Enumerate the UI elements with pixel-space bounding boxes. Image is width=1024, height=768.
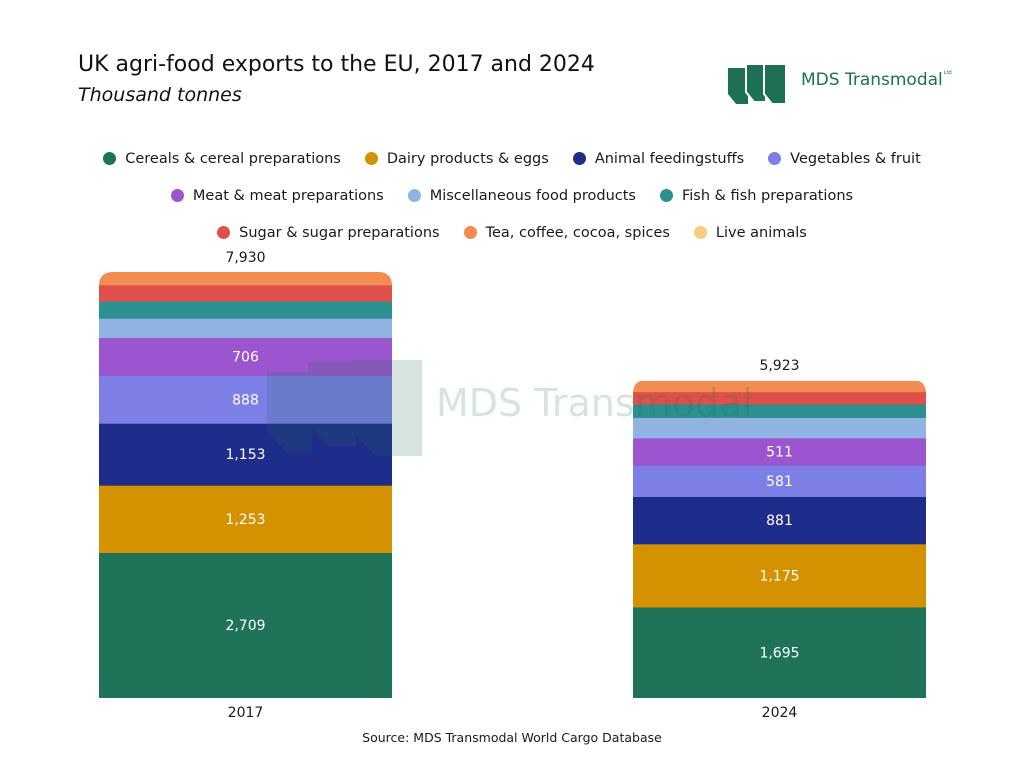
legend-label: Dairy products & eggs (386, 150, 549, 167)
legend-item: Meat & meat preparations (170, 187, 384, 204)
legend-item: Tea, coffee, cocoa, spices (463, 224, 670, 241)
bar-segment (99, 284, 392, 302)
chart-title: UK agri-food exports to the EU, 2017 and… (78, 52, 595, 77)
legend-label: Cereals & cereal preparations (125, 150, 341, 167)
data-label: 706 (232, 350, 259, 366)
logo-mark-icon (728, 63, 787, 105)
bar-segment (633, 543, 926, 608)
watermark: MDS TransmodalLtd (267, 360, 753, 456)
data-label: 1,175 (759, 568, 799, 584)
legend-label: Live animals (715, 224, 807, 241)
data-label: 881 (766, 513, 793, 529)
legend-item: Fish & fish preparations (659, 187, 854, 204)
bar-segment (633, 403, 926, 418)
legend-swatch (463, 226, 477, 239)
data-label: 511 (766, 445, 793, 461)
legend-label: Sugar & sugar preparations (239, 224, 440, 241)
bar-segment (99, 375, 392, 424)
legend-swatch (659, 189, 673, 202)
bar-segment (99, 552, 392, 698)
legend-label: Fish & fish preparations (681, 187, 854, 204)
logo-text: MDS TransmodalLtd (801, 70, 952, 90)
data-label: 1,695 (759, 645, 799, 661)
legend-row: Meat & meat preparations Miscellaneous fo… (0, 177, 1024, 214)
legend-item: Live animals (693, 224, 807, 241)
legend-row: Sugar & sugar preparations Tea, coffee, c… (0, 214, 1024, 251)
source-note: Source: MDS Transmodal World Cargo Datab… (362, 730, 662, 745)
legend-label: Tea, coffee, cocoa, spices (485, 224, 670, 241)
bar-segment (99, 301, 392, 319)
bar-segment (99, 272, 392, 286)
watermark-text: MDS Transmodal (436, 381, 753, 425)
legend-label: Animal feedingstuffs (594, 150, 745, 167)
legend-swatch (693, 226, 707, 239)
watermark-shape (352, 360, 422, 456)
legend-item: Animal feedingstuffs (572, 150, 745, 167)
watermark-suffix: Ltd (738, 391, 752, 401)
legend-item: Cereals & cereal preparations (103, 151, 341, 167)
legend-row: Cereals & cereal preparations Dairy produ… (0, 140, 1024, 177)
total-label: 5,923 (759, 358, 799, 374)
bar-segment (633, 380, 926, 393)
total-label: 7,930 (225, 250, 265, 266)
bar-segment (633, 496, 926, 545)
legend-swatch (768, 152, 782, 165)
data-label: 888 (232, 392, 259, 408)
legend-swatch (572, 152, 586, 165)
data-label: 581 (766, 474, 793, 490)
x-tick-label: 2017 (228, 705, 264, 721)
legend-swatch (217, 226, 231, 239)
bar-segment (99, 337, 392, 377)
bar-segment (99, 318, 392, 339)
bar-segment (99, 485, 392, 553)
bar-segment (633, 465, 926, 497)
legend-label: Meat & meat preparations (192, 187, 384, 204)
bar-segment (633, 417, 926, 439)
bar-segment (99, 423, 392, 486)
bar-segment (633, 437, 926, 466)
watermark-shape (308, 362, 356, 446)
legend-swatch (407, 189, 421, 202)
legend-item: Vegetables & fruit (768, 151, 921, 167)
chart-legend: Cereals & cereal preparations Dairy produ… (0, 140, 1024, 251)
bar-segment (633, 606, 926, 698)
x-tick-label: 2024 (762, 705, 798, 721)
legend-swatch (170, 189, 184, 202)
legend-label: Vegetables & fruit (790, 150, 921, 167)
data-label: 1,153 (225, 447, 265, 463)
chart-subtitle: Thousand tonnes (78, 84, 242, 106)
legend-item: Miscellaneous food products (407, 187, 636, 204)
legend-item: Sugar & sugar preparations (217, 224, 440, 241)
data-label: 2,709 (225, 618, 265, 634)
bar-segment (633, 391, 926, 405)
legend-item: Dairy products & eggs (364, 150, 549, 167)
legend-label: Miscellaneous food products (429, 187, 636, 204)
legend-swatch (364, 152, 378, 165)
legend-swatch (103, 152, 117, 165)
watermark-shape (267, 372, 312, 452)
bar-stack-2017 (99, 272, 392, 698)
data-label: 1,253 (225, 512, 265, 528)
bar-stack-2024 (633, 380, 926, 698)
